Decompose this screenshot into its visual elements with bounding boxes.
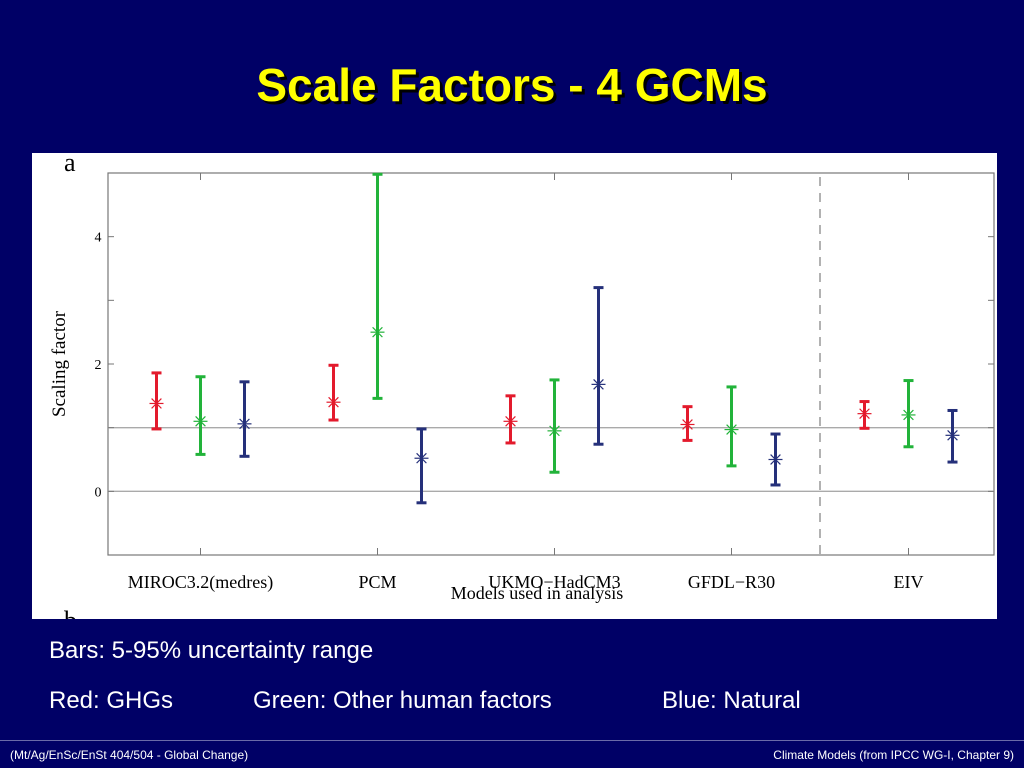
x-category-label: GFDL−R30 xyxy=(688,572,775,592)
best-estimate-marker xyxy=(239,418,250,430)
best-estimate-marker xyxy=(770,454,781,465)
error-bar-other xyxy=(901,379,916,449)
best-estimate-marker xyxy=(726,424,737,435)
y-tick-label-2: 2 xyxy=(95,358,102,373)
error-bar-natural xyxy=(768,432,783,487)
footer-divider xyxy=(0,740,1024,741)
best-estimate-marker xyxy=(859,408,870,419)
error-bar-other xyxy=(547,378,562,474)
plot-frame xyxy=(107,172,995,556)
legend-blue-natural: Blue: Natural xyxy=(662,687,801,714)
best-estimate-marker xyxy=(903,409,914,421)
caption-bars: Bars: 5-95% uncertainty range xyxy=(49,637,374,664)
best-estimate-marker xyxy=(505,415,516,427)
best-estimate-marker xyxy=(593,379,604,390)
error-bar-natural xyxy=(414,427,429,505)
error-bar-ghgs xyxy=(680,405,695,442)
best-estimate-marker xyxy=(416,452,427,464)
y-axis-label: Scaling factor xyxy=(49,310,70,417)
chart-panel: 0 2 4 MIROC3.2(medres) PCM UKMO−HadCM3 GFDL−R… xyxy=(32,153,997,619)
error-bar-natural xyxy=(945,408,960,464)
x-category-label: UKMO−HadCM3 xyxy=(488,572,620,592)
legend-green-other-human: Green: Other human factors xyxy=(253,687,552,714)
best-estimate-marker xyxy=(372,326,383,338)
scale-factor-chart: 0 2 4 MIROC3.2(medres) PCM UKMO−HadCM3 GFDL−R… xyxy=(49,153,995,619)
slide-title: Scale Factors - 4 GCMs xyxy=(256,59,768,111)
best-estimate-marker xyxy=(151,398,162,409)
error-bar-other xyxy=(193,375,208,456)
error-bar-other xyxy=(370,172,385,400)
legend-red-ghgs: Red: GHGs xyxy=(49,687,174,714)
error-bar-ghgs xyxy=(857,400,872,430)
error-bar-ghgs xyxy=(149,371,164,431)
error-bar-other xyxy=(724,385,739,468)
panel-letter-b: b xyxy=(64,606,77,619)
x-category-label: PCM xyxy=(358,572,396,592)
x-category-label: EIV xyxy=(894,572,924,592)
panel-letter-a: a xyxy=(64,153,76,177)
y-tick-label-0: 0 xyxy=(95,485,102,500)
footer-source: Climate Models (from IPCC WG-I, Chapter … xyxy=(773,748,1014,762)
error-bar-ghgs xyxy=(326,363,341,422)
best-estimate-marker xyxy=(947,429,958,441)
footer-course: (Mt/Ag/EnSc/EnSt 404/504 - Global Change… xyxy=(10,748,249,762)
error-bar-ghgs xyxy=(503,394,518,445)
y-tick-label-4: 4 xyxy=(95,231,102,246)
best-estimate-marker xyxy=(549,425,560,437)
error-bar-natural xyxy=(591,286,606,446)
x-category-label: MIROC3.2(medres) xyxy=(128,572,273,593)
x-axis-label: Models used in analysis xyxy=(451,583,624,603)
best-estimate-marker xyxy=(682,419,693,430)
error-bar-natural xyxy=(237,380,252,458)
best-estimate-marker xyxy=(328,396,339,408)
best-estimate-marker xyxy=(195,415,206,427)
